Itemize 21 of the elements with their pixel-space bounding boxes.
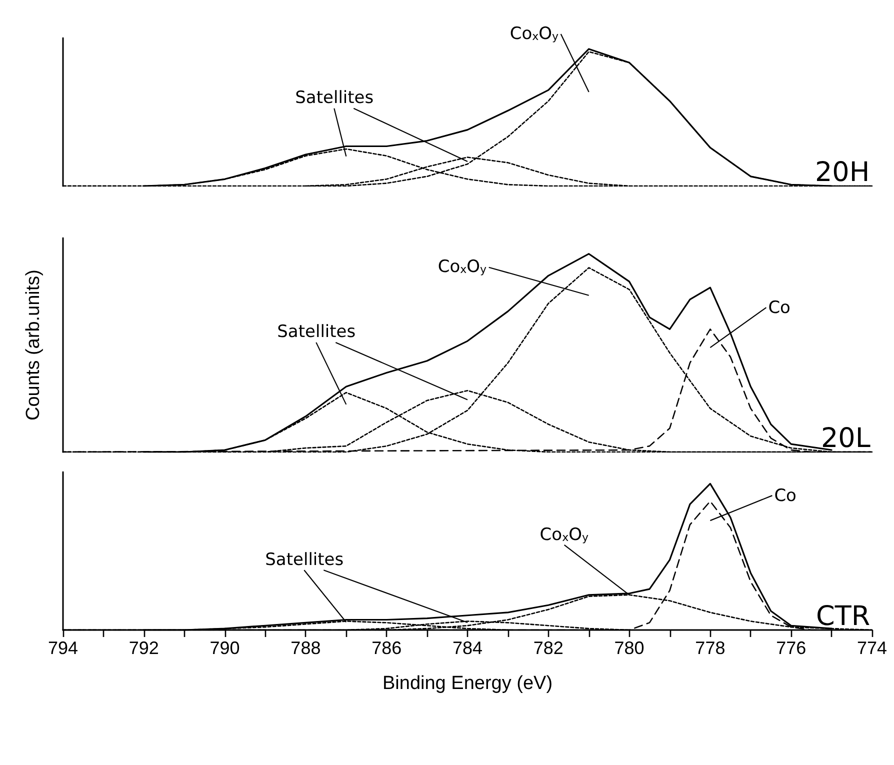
annotation: Satellites bbox=[277, 322, 356, 342]
x-axis-title: Binding Energy (eV) bbox=[382, 673, 553, 694]
annotation: CTR bbox=[816, 601, 870, 632]
y-axis-title: Counts (arb.units) bbox=[23, 269, 44, 421]
x-tick-label: 784 bbox=[452, 638, 483, 658]
x-tick-label: 778 bbox=[695, 638, 726, 658]
x-tick-label: 776 bbox=[776, 638, 806, 658]
annotation: Satellites bbox=[265, 550, 344, 570]
annotation: Satellites bbox=[295, 88, 374, 108]
x-tick-label: 774 bbox=[856, 638, 888, 658]
x-tick-label: 790 bbox=[210, 638, 240, 658]
x-tick-label: 788 bbox=[290, 638, 321, 658]
x-tick-label: 792 bbox=[128, 638, 159, 658]
annotation: Co bbox=[768, 298, 790, 318]
annotation: Co bbox=[774, 486, 796, 506]
x-tick-label: 794 bbox=[48, 638, 78, 658]
x-tick-label: 786 bbox=[372, 638, 402, 658]
annotation: 20L bbox=[821, 423, 870, 454]
x-tick-label: 780 bbox=[614, 638, 644, 658]
annotation: 20H bbox=[815, 157, 870, 188]
x-tick-label: 782 bbox=[533, 638, 564, 658]
